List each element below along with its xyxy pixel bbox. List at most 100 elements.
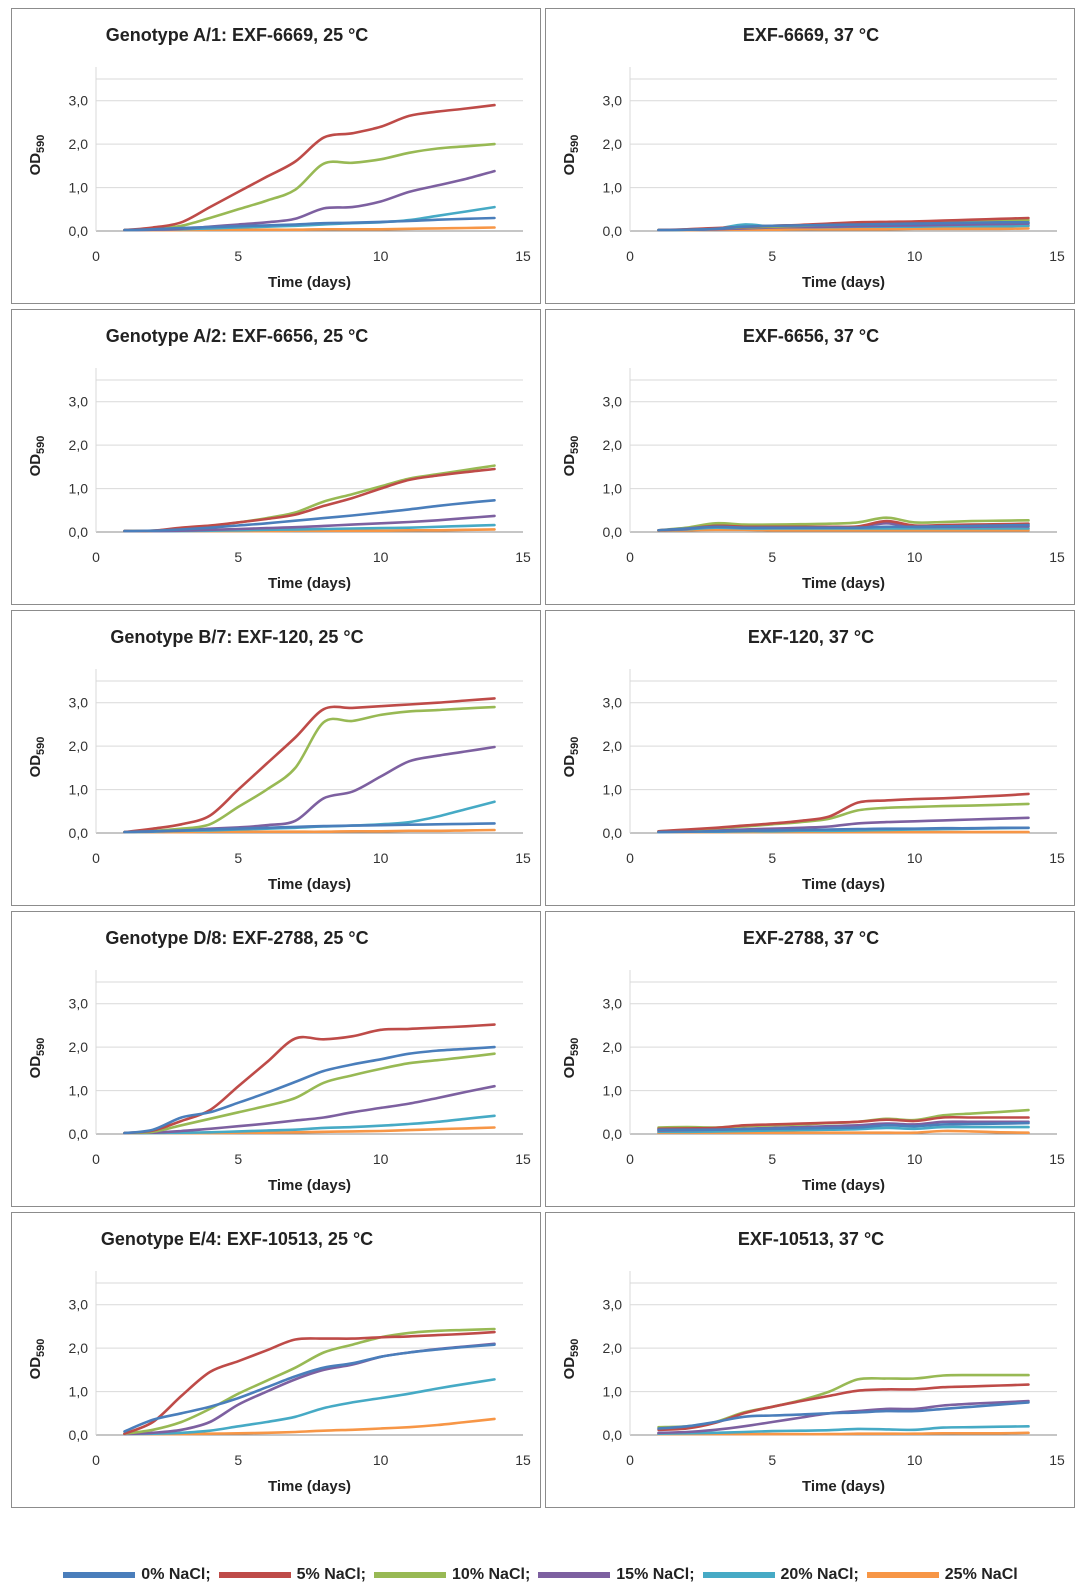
series-line-5-nacl	[123, 467, 496, 533]
chart-panel-2: Genotype A/2: EXF-6656, 25 °C 0,0 1,0 2,0 3,…	[11, 309, 541, 605]
chart-panel-6: Genotype D/8: EXF-2788, 25 °C 0,0 1,0 2,0 3,…	[11, 911, 541, 1207]
series-line-25-nacl	[123, 1417, 496, 1436]
y-tick-label: 3,0	[603, 996, 623, 1012]
y-tick-label: 3,0	[69, 996, 89, 1012]
legend-label-15: 15% NaCl;	[616, 1566, 695, 1583]
y-tick-label: 0,0	[603, 825, 623, 841]
chart-title: Genotype B/7: EXF-120, 25 °C	[110, 627, 363, 647]
x-tick-label: 5	[768, 850, 776, 866]
y-tick-label: 1,0	[69, 1384, 89, 1400]
x-tick-label: 10	[907, 549, 923, 565]
y-axis-title: OD590	[561, 135, 581, 176]
x-tick-label: 0	[626, 549, 634, 565]
chart-panel-7: EXF-2788, 37 °C 0,0 1,0 2,0 3,0 0 5 10 15 Time (d…	[545, 911, 1075, 1207]
x-tick-label: 5	[234, 850, 242, 866]
series-line-10-nacl	[123, 1327, 496, 1435]
x-tick-label: 0	[92, 549, 100, 565]
legend-swatch-20	[702, 1572, 775, 1578]
y-tick-label: 3,0	[603, 695, 623, 711]
y-tick-label: 0,0	[603, 223, 623, 239]
y-axis-title: OD590	[561, 436, 581, 477]
chart-svg-8: Genotype E/4: EXF-10513, 25 °C 0,0 1,0 2,0 3…	[27, 1229, 531, 1495]
series-line-25-nacl	[123, 828, 496, 834]
legend-swatch-15	[538, 1572, 611, 1578]
series-line-0-nacl	[123, 499, 496, 533]
series-line-0-nacl	[657, 220, 1030, 232]
x-tick-label: 0	[92, 850, 100, 866]
x-axis-title: Time (days)	[268, 274, 351, 291]
y-tick-label: 0,0	[603, 1126, 623, 1142]
series-line-0-nacl	[123, 216, 496, 232]
series-line-5-nacl	[123, 1330, 496, 1435]
series-line-10-nacl	[657, 1373, 1030, 1429]
y-tick-label: 1,0	[603, 1083, 623, 1099]
x-axis-title: Time (days)	[268, 1177, 351, 1194]
x-tick-label: 10	[907, 1452, 923, 1468]
y-tick-label: 2,0	[603, 1340, 623, 1356]
x-tick-label: 15	[1049, 549, 1065, 565]
y-tick-label: 1,0	[69, 1083, 89, 1099]
x-tick-label: 5	[234, 1452, 242, 1468]
chart-svg-1: EXF-6669, 37 °C 0,0 1,0 2,0 3,0 0 5 10 15 Time (d…	[561, 25, 1065, 291]
legend-item-0: 0% NaCl;	[63, 1566, 211, 1584]
x-tick-label: 0	[626, 1151, 634, 1167]
series-line-5-nacl	[657, 792, 1030, 833]
chart-title: EXF-6656, 37 °C	[743, 326, 879, 346]
series-line-20-nacl	[123, 1378, 496, 1436]
legend-label-20: 20% NaCl;	[780, 1566, 859, 1583]
series-line-0-nacl	[657, 1401, 1030, 1430]
y-tick-label: 0,0	[603, 524, 623, 540]
chart-svg-5: EXF-120, 37 °C 0,0 1,0 2,0 3,0 0 5 10 15 Time (da…	[561, 627, 1065, 893]
x-tick-label: 5	[234, 248, 242, 264]
y-axis-title: OD590	[561, 737, 581, 778]
y-tick-label: 0,0	[69, 1427, 89, 1443]
x-tick-label: 0	[626, 850, 634, 866]
y-tick-label: 2,0	[603, 437, 623, 453]
x-axis-title: Time (days)	[802, 1177, 885, 1194]
x-tick-label: 10	[373, 850, 389, 866]
x-tick-label: 15	[1049, 248, 1065, 264]
series-line-0-nacl	[123, 822, 496, 834]
x-tick-label: 5	[768, 1452, 776, 1468]
legend-swatch-5	[218, 1572, 291, 1578]
series-line-15-nacl	[123, 514, 496, 533]
legend-swatch-25	[866, 1572, 939, 1578]
chart-title: EXF-6669, 37 °C	[743, 25, 879, 45]
y-tick-label: 2,0	[603, 136, 623, 152]
y-axis-title: OD590	[561, 1038, 581, 1079]
chart-title: Genotype D/8: EXF-2788, 25 °C	[105, 928, 368, 948]
x-tick-label: 15	[515, 1452, 531, 1468]
x-axis-title: Time (days)	[802, 575, 885, 592]
legend-item-15: 15% NaCl;	[538, 1566, 695, 1584]
x-tick-label: 15	[1049, 1452, 1065, 1468]
series-line-5-nacl	[123, 697, 496, 834]
y-tick-label: 1,0	[603, 782, 623, 798]
legend-item-20: 20% NaCl;	[702, 1566, 859, 1584]
x-axis-title: Time (days)	[802, 1478, 885, 1495]
series-line-10-nacl	[123, 142, 496, 232]
series-line-25-nacl	[657, 528, 1030, 532]
series-line-0-nacl	[657, 523, 1030, 532]
series-line-10-nacl	[123, 1052, 496, 1135]
series-line-10-nacl	[657, 516, 1030, 532]
chart-title: EXF-2788, 37 °C	[743, 928, 879, 948]
chart-svg-0: Genotype A/1: EXF-6669, 25 °C 0,0 1,0 2,0 3,…	[27, 25, 531, 291]
legend-label-5: 5% NaCl;	[296, 1566, 367, 1583]
series-line-10-nacl	[123, 705, 496, 834]
x-tick-label: 15	[515, 248, 531, 264]
series-line-15-nacl	[123, 1084, 496, 1135]
y-tick-label: 2,0	[603, 1039, 623, 1055]
x-axis-title: Time (days)	[268, 575, 351, 592]
y-tick-label: 0,0	[603, 1427, 623, 1443]
chart-panel-4: Genotype B/7: EXF-120, 25 °C 0,0 1,0 2,0 3,0…	[11, 610, 541, 906]
x-tick-label: 0	[92, 248, 100, 264]
y-tick-label: 3,0	[603, 394, 623, 410]
x-tick-label: 0	[626, 248, 634, 264]
y-tick-label: 3,0	[603, 1297, 623, 1313]
x-tick-label: 10	[907, 850, 923, 866]
y-tick-label: 1,0	[603, 481, 623, 497]
x-tick-label: 10	[373, 1452, 389, 1468]
y-axis-title: OD590	[561, 1339, 581, 1380]
x-tick-label: 5	[768, 1151, 776, 1167]
x-tick-label: 0	[626, 1452, 634, 1468]
